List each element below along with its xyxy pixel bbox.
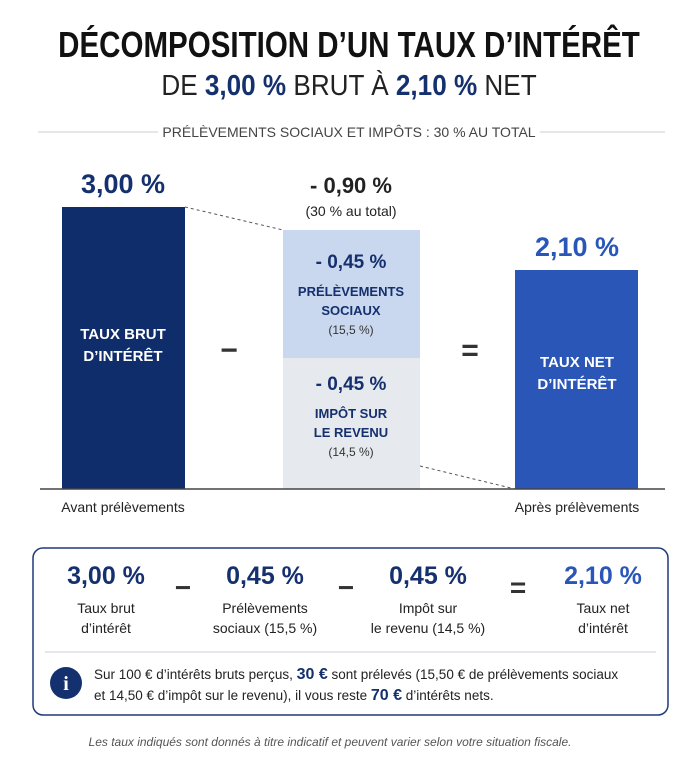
part-value: - 0,45 % xyxy=(315,374,387,395)
summary-label: Prélèvements xyxy=(222,600,308,616)
line: Sur 100 € d’intérêts bruts perçus, 30 € … xyxy=(94,664,618,685)
text: D’INTÉRÊT xyxy=(537,376,617,393)
text: Sur 100 € d’intérêts bruts perçus, xyxy=(94,667,297,682)
gross-label: TAUX BRUT D’INTÉRÊT xyxy=(80,324,166,368)
title: DÉCOMPOSITION D’UN TAUX D’INTÉRÊT xyxy=(58,24,640,65)
text: SOCIAUX xyxy=(321,303,381,318)
summary-label: sociaux (15,5 %) xyxy=(212,620,318,636)
net-value: 2,10 % xyxy=(534,232,620,262)
part-value: - 0,45 % xyxy=(315,252,387,273)
summary-value: 2,10 % xyxy=(564,562,642,590)
text: et 14,50 € d’impôt sur le revenu), il vo… xyxy=(94,688,371,703)
summary-value: 3,00 % xyxy=(67,562,145,590)
operator: = xyxy=(461,334,479,367)
summary-label: Taux net xyxy=(576,600,630,616)
tagline: PRÉLÈVEMENTS SOCIAUX ET IMPÔTS : 30 % AU… xyxy=(162,124,536,140)
text: 30 € xyxy=(296,666,328,683)
net-bar xyxy=(515,270,638,489)
summary-value: 0,45 % xyxy=(226,562,304,590)
info-glyph: i xyxy=(63,673,69,695)
summary-box xyxy=(32,547,669,716)
summary-label: le revenu (14,5 %) xyxy=(370,620,486,636)
text: sont prélevés (15,50 € de prélèvements s… xyxy=(327,667,619,682)
operator: = xyxy=(509,572,527,603)
text: TAUX BRUT xyxy=(80,326,166,343)
text: LE REVENU xyxy=(313,425,389,440)
summary-label: Taux brut xyxy=(77,600,135,616)
caption: Après prélèvements xyxy=(514,499,640,515)
text: PRÉLÈVEMENTS xyxy=(297,284,405,299)
part-rate: (15,5 %) xyxy=(328,323,374,337)
summary-value: 0,45 % xyxy=(389,562,467,590)
social-block xyxy=(283,230,420,358)
text: BRUT À xyxy=(293,70,389,102)
tax-block xyxy=(283,358,420,489)
text: IMPÔT SUR xyxy=(314,406,388,421)
text: TAUX NET xyxy=(540,354,614,371)
text: D’INTÉRÊT xyxy=(83,348,163,365)
summary-label: Impôt sur xyxy=(398,600,458,616)
deduction-value: - 0,90 % xyxy=(310,173,392,198)
text: NET xyxy=(484,70,537,102)
gross-value: 3,00 % xyxy=(80,169,166,199)
caption: Avant prélèvements xyxy=(61,499,185,515)
summary-label: d’intérêt xyxy=(81,620,131,636)
connector xyxy=(184,206,284,231)
part-rate: (14,5 %) xyxy=(328,445,374,459)
operator: − xyxy=(220,334,238,367)
deduction-note: (30 % au total) xyxy=(305,203,397,219)
line: et 14,50 € d’impôt sur le revenu), il vo… xyxy=(94,685,618,706)
summary-label: d’intérêt xyxy=(578,620,628,636)
connector xyxy=(419,465,516,490)
part-label: PRÉLÈVEMENTS SOCIAUX xyxy=(298,282,404,320)
text: 70 € xyxy=(370,687,403,704)
subtitle: DE 3,00 % BRUT À 2,10 % NET xyxy=(161,70,536,103)
text: 3,00 % xyxy=(204,70,287,102)
text: DE xyxy=(161,70,198,102)
text: d’intérêts nets. xyxy=(402,688,494,703)
footnote: Les taux indiqués sont donnés à titre in… xyxy=(88,735,572,749)
net-label: TAUX NET D’INTÉRÊT xyxy=(537,352,616,396)
info-text: Sur 100 € d’intérêts bruts perçus, 30 € … xyxy=(94,664,618,706)
operator: − xyxy=(337,572,355,603)
operator: − xyxy=(174,572,192,603)
info-icon xyxy=(50,667,82,699)
text: 2,10 % xyxy=(395,70,478,102)
gross-bar xyxy=(62,207,185,489)
part-label: IMPÔT SUR LE REVENU xyxy=(314,404,388,442)
